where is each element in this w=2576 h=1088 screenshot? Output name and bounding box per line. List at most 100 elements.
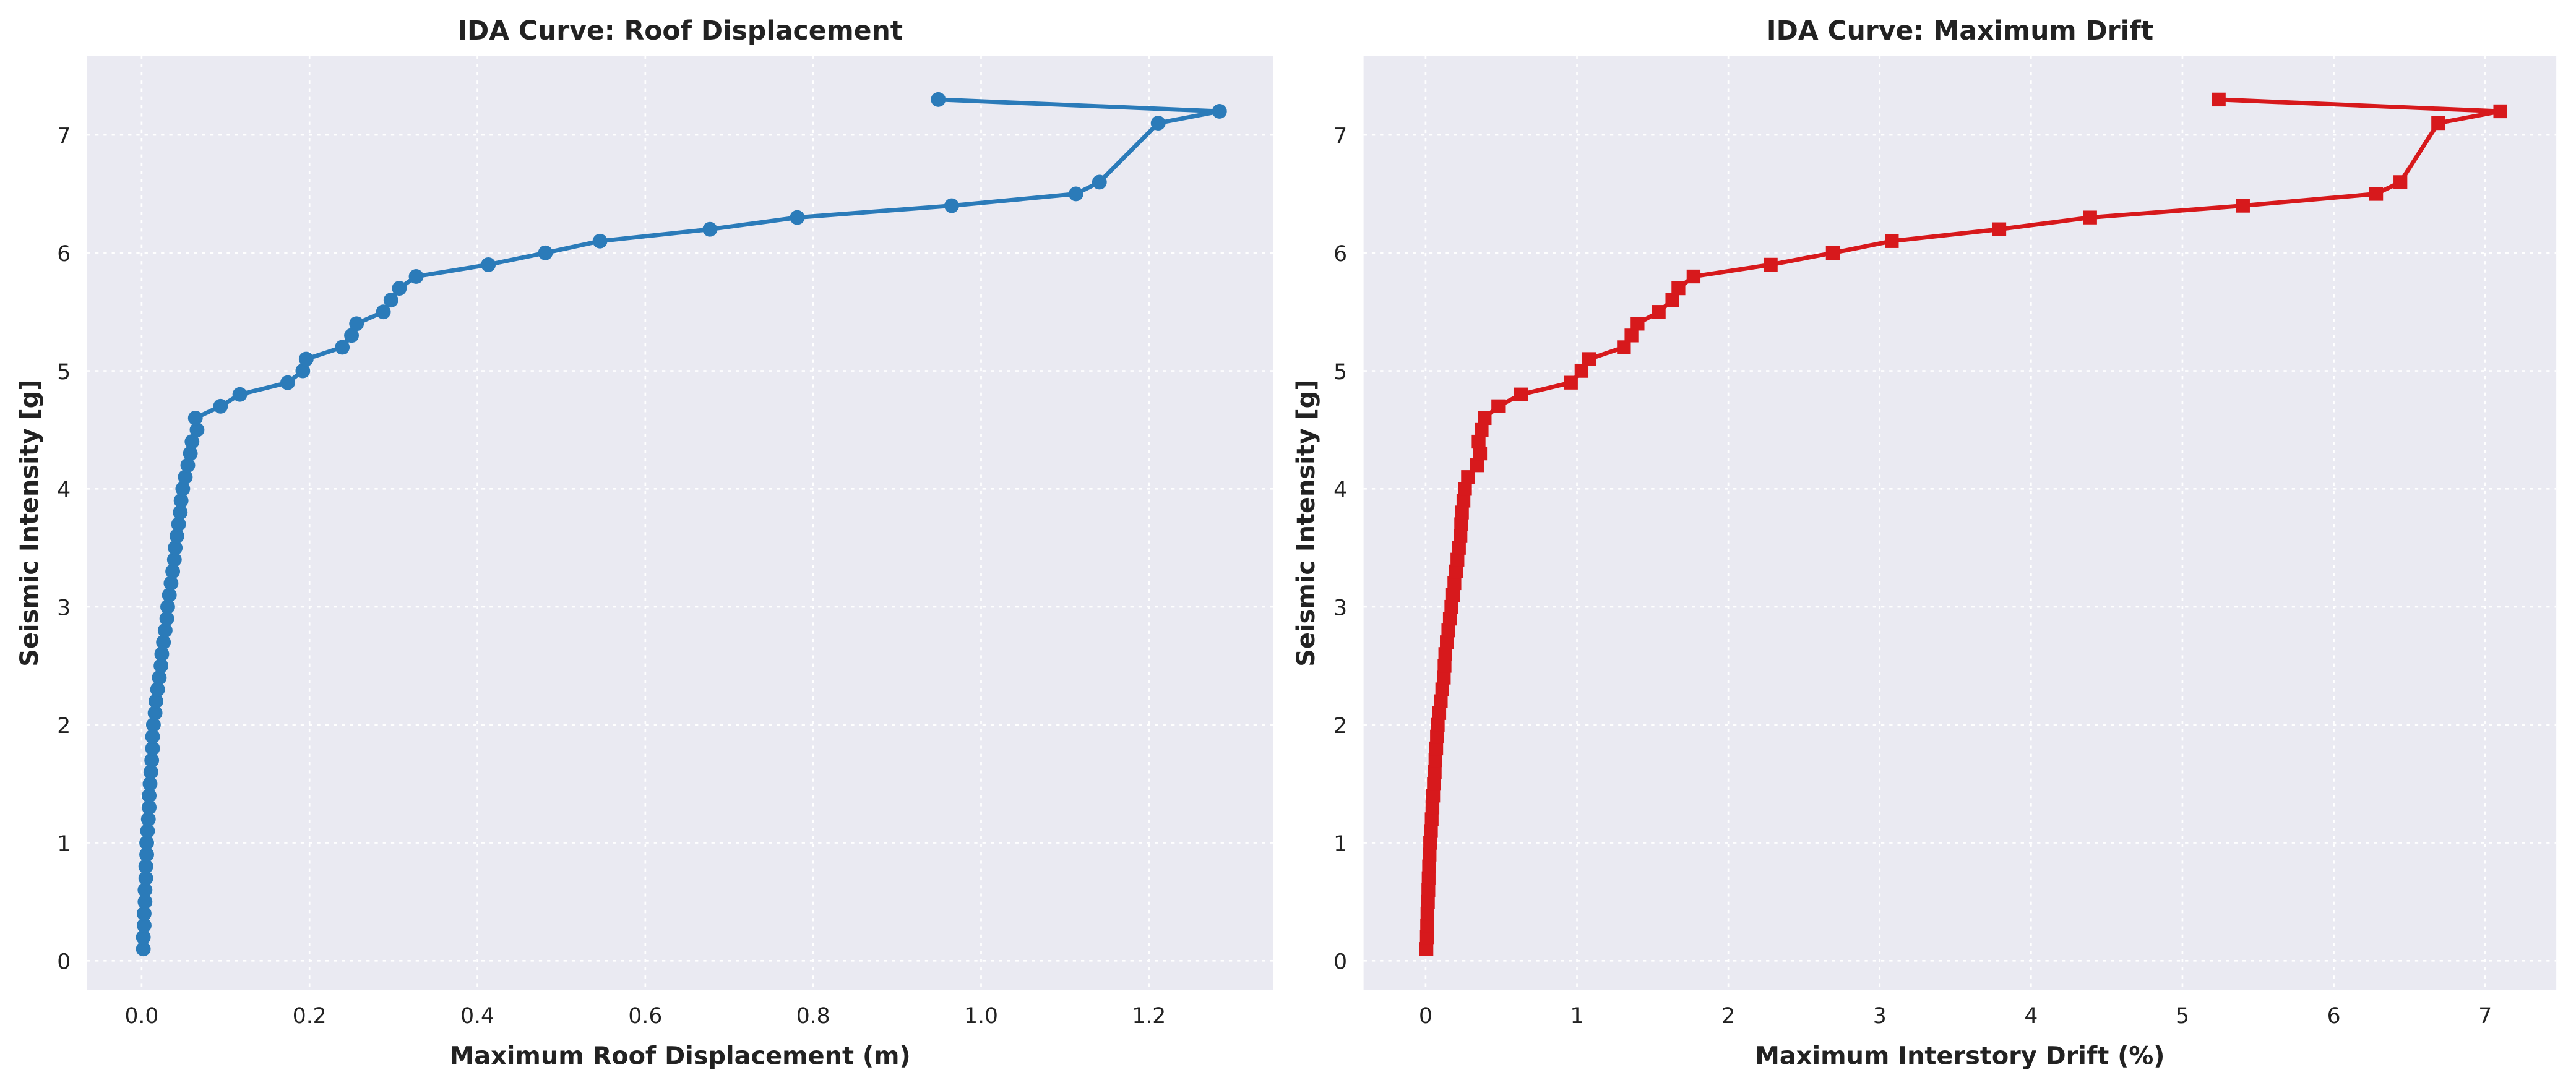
marker bbox=[156, 635, 171, 650]
x-tick-label: 4 bbox=[2024, 1004, 2038, 1029]
marker bbox=[178, 469, 193, 485]
marker bbox=[1428, 753, 1442, 768]
marker bbox=[1456, 494, 1471, 508]
marker bbox=[138, 870, 153, 886]
marker bbox=[1671, 281, 1686, 296]
marker bbox=[145, 717, 161, 732]
marker bbox=[944, 198, 959, 213]
marker bbox=[1438, 647, 1452, 661]
marker bbox=[2493, 104, 2507, 119]
marker bbox=[1430, 729, 1444, 744]
marker bbox=[1447, 576, 1462, 591]
marker bbox=[157, 623, 173, 638]
x-axis-label: Maximum Roof Displacement (m) bbox=[450, 1042, 911, 1070]
marker bbox=[147, 705, 163, 721]
marker bbox=[140, 812, 156, 827]
marker bbox=[142, 788, 157, 803]
marker bbox=[592, 233, 608, 249]
marker bbox=[1475, 422, 1489, 437]
marker bbox=[1092, 174, 1107, 190]
marker bbox=[481, 257, 496, 272]
x-tick-label: 5 bbox=[2176, 1004, 2189, 1029]
y-axis-label: Seismic Intensity [g] bbox=[1292, 380, 1320, 667]
chart-title: IDA Curve: Maximum Drift bbox=[1767, 16, 2153, 46]
plot-area bbox=[87, 56, 1273, 990]
y-tick-label: 7 bbox=[1333, 124, 1347, 148]
marker bbox=[153, 658, 169, 674]
marker bbox=[1431, 717, 1445, 732]
x-axis-label: Maximum Interstory Drift (%) bbox=[1755, 1042, 2165, 1070]
marker bbox=[1445, 588, 1460, 602]
marker bbox=[173, 505, 188, 520]
marker bbox=[349, 316, 364, 332]
marker bbox=[140, 823, 155, 839]
marker bbox=[1992, 222, 2007, 236]
marker bbox=[1419, 930, 1434, 945]
marker bbox=[2083, 210, 2097, 225]
marker bbox=[213, 398, 228, 414]
y-tick-label: 5 bbox=[1333, 360, 1347, 385]
marker bbox=[1452, 541, 1466, 555]
marker bbox=[139, 835, 154, 850]
marker bbox=[144, 753, 160, 768]
marker bbox=[1461, 470, 1475, 484]
marker bbox=[1419, 942, 1434, 956]
marker bbox=[1421, 871, 1436, 885]
marker bbox=[136, 941, 151, 957]
marker bbox=[344, 328, 359, 343]
x-tick-label: 1 bbox=[1570, 1004, 1584, 1029]
marker bbox=[183, 446, 198, 461]
marker bbox=[1449, 564, 1463, 579]
marker bbox=[1427, 777, 1441, 791]
marker bbox=[232, 387, 248, 402]
marker bbox=[1421, 883, 1436, 897]
marker bbox=[1454, 517, 1468, 531]
marker bbox=[1420, 918, 1434, 933]
marker bbox=[137, 906, 152, 921]
x-tick-label: 1.0 bbox=[964, 1004, 998, 1029]
x-tick-label: 0.2 bbox=[293, 1004, 327, 1029]
marker bbox=[538, 245, 553, 260]
marker bbox=[1424, 824, 1438, 838]
y-tick-label: 3 bbox=[57, 596, 71, 620]
marker bbox=[1444, 599, 1458, 614]
marker bbox=[160, 599, 175, 615]
chart-title: IDA Curve: Roof Displacement bbox=[457, 16, 903, 46]
marker bbox=[1068, 186, 1083, 202]
marker bbox=[166, 552, 182, 567]
marker bbox=[1212, 104, 1227, 119]
x-tick-label: 7 bbox=[2478, 1004, 2492, 1029]
y-tick-label: 1 bbox=[1333, 832, 1347, 857]
marker bbox=[1478, 411, 1492, 426]
marker bbox=[142, 800, 157, 815]
marker bbox=[150, 682, 165, 697]
y-tick-label: 6 bbox=[1333, 242, 1347, 267]
marker bbox=[1624, 328, 1639, 343]
y-axis-label: Seismic Intensity [g] bbox=[15, 380, 44, 667]
marker bbox=[1471, 434, 1486, 449]
marker bbox=[295, 363, 311, 379]
y-tick-label: 2 bbox=[1333, 714, 1347, 739]
marker bbox=[1630, 317, 1645, 331]
marker bbox=[1564, 375, 1578, 390]
marker bbox=[1455, 505, 1469, 520]
marker bbox=[1420, 906, 1435, 921]
x-tick-label: 3 bbox=[1873, 1004, 1887, 1029]
marker bbox=[162, 588, 177, 602]
x-tick-label: 1.2 bbox=[1132, 1004, 1166, 1029]
marker bbox=[145, 741, 160, 756]
marker bbox=[180, 458, 196, 473]
marker bbox=[1450, 552, 1465, 567]
marker bbox=[189, 422, 205, 437]
marker bbox=[1491, 399, 1506, 413]
y-tick-label: 0 bbox=[57, 950, 71, 975]
marker bbox=[1437, 659, 1452, 673]
marker bbox=[1423, 836, 1437, 850]
marker bbox=[163, 575, 179, 591]
marker bbox=[143, 765, 158, 780]
plot-area bbox=[1363, 56, 2557, 990]
marker bbox=[1764, 257, 1778, 272]
marker bbox=[1514, 387, 1528, 401]
marker bbox=[159, 611, 174, 627]
